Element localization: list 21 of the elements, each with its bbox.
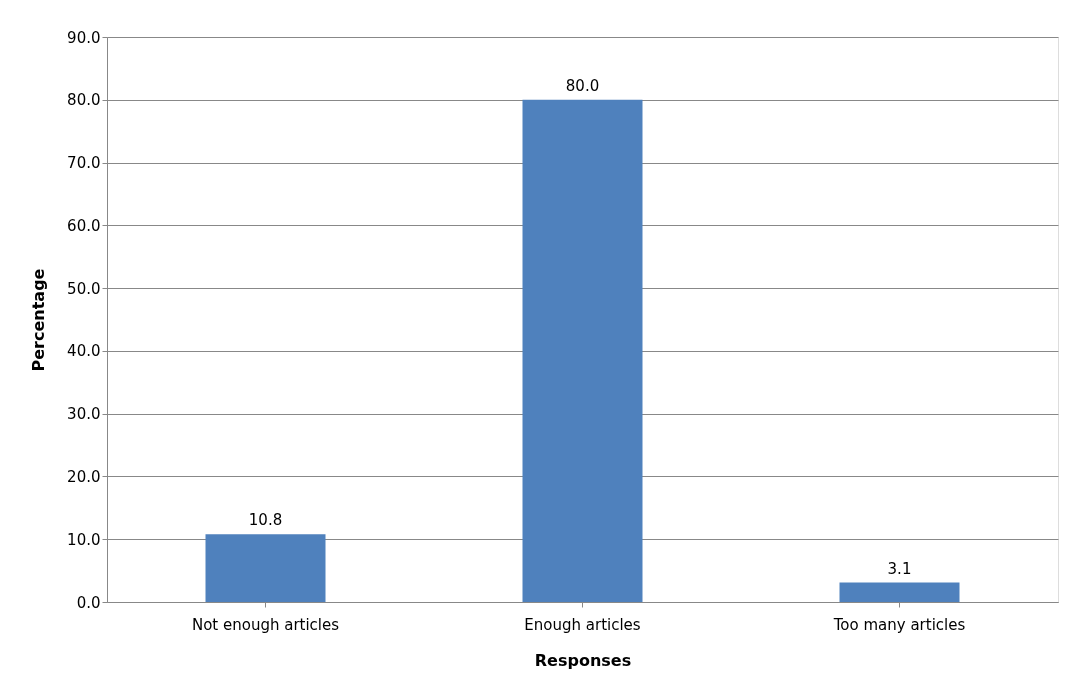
x-axis-title: Responses bbox=[534, 650, 632, 670]
data-label: 80.0 bbox=[565, 76, 600, 95]
y-axis-title: Percentage bbox=[29, 268, 49, 372]
bar bbox=[522, 99, 643, 602]
y-tick-label: 40.0 bbox=[67, 342, 101, 361]
y-tick-label: 90.0 bbox=[67, 28, 101, 47]
x-tick-label: Enough articles bbox=[524, 615, 641, 634]
y-tick-label: 10.0 bbox=[67, 530, 101, 549]
y-tick-label: 0.0 bbox=[76, 593, 101, 612]
x-tick-label: Not enough articles bbox=[191, 615, 340, 634]
y-tick-label: 70.0 bbox=[67, 154, 101, 173]
data-label: 3.1 bbox=[887, 559, 912, 578]
y-tick-label: 50.0 bbox=[67, 279, 101, 298]
y-tick-label: 60.0 bbox=[67, 216, 101, 235]
y-tick-label: 30.0 bbox=[67, 405, 101, 424]
x-tick-label: Too many articles bbox=[832, 615, 966, 634]
bar bbox=[205, 534, 326, 602]
data-label: 10.8 bbox=[248, 511, 283, 530]
y-tick-label: 20.0 bbox=[67, 467, 101, 486]
bar bbox=[839, 582, 960, 602]
y-tick-label: 80.0 bbox=[67, 91, 101, 110]
